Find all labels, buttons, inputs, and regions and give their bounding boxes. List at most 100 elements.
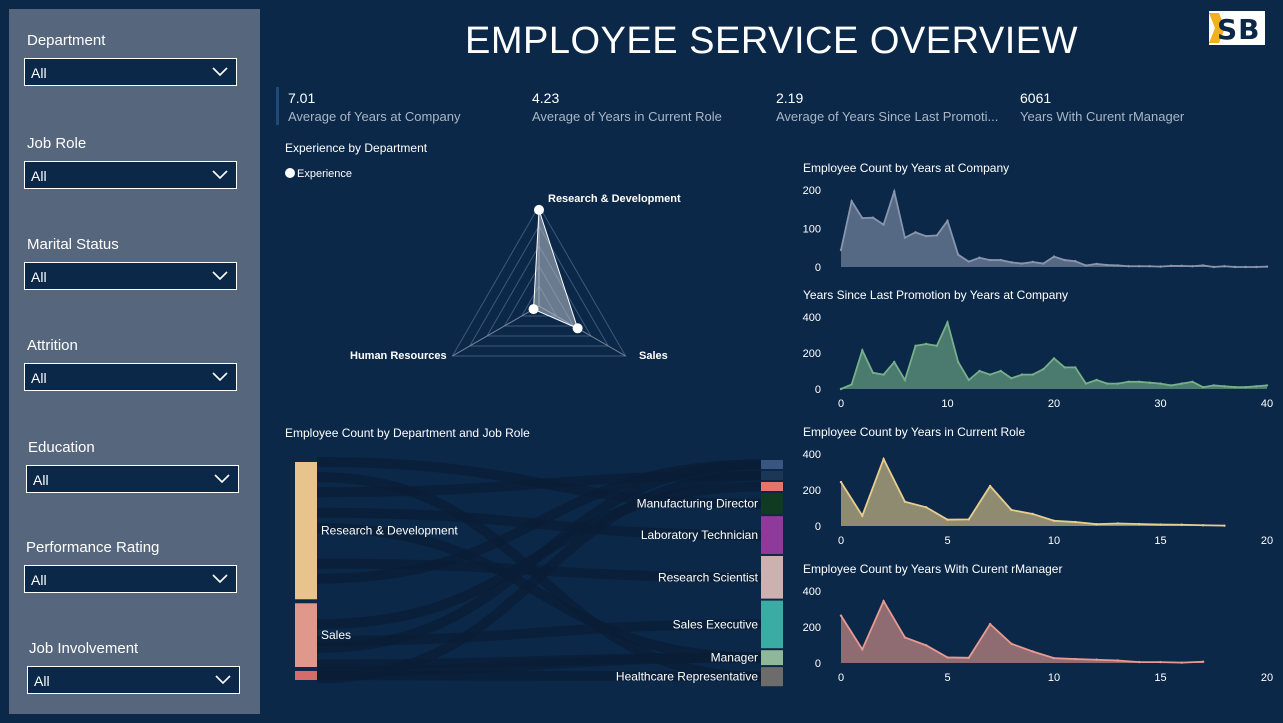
sankey-target-node[interactable] [761,650,783,666]
data-point[interactable] [1010,377,1013,380]
data-point[interactable] [882,599,885,603]
data-point[interactable] [1031,650,1034,653]
data-point[interactable] [935,344,939,347]
data-point[interactable] [1052,255,1056,258]
data-point[interactable] [1063,366,1066,369]
marital-status-dropdown[interactable]: All [24,262,237,290]
data-point[interactable] [914,344,917,347]
data-point[interactable] [1052,357,1056,360]
data-point[interactable] [1233,386,1237,389]
data-point[interactable] [1074,520,1077,524]
data-point[interactable] [1244,386,1247,389]
data-point[interactable] [1180,264,1183,268]
data-point[interactable] [861,648,864,651]
data-point[interactable] [1138,380,1141,383]
data-point[interactable] [1052,519,1056,522]
data-point[interactable] [967,656,970,659]
data-point[interactable] [839,248,843,252]
data-point[interactable] [1212,384,1215,387]
data-point[interactable] [999,258,1002,262]
data-point[interactable] [946,219,949,222]
data-point[interactable] [914,231,917,234]
data-point[interactable] [1255,265,1258,269]
sankey-source-node[interactable] [295,462,317,600]
sankey-target-node[interactable] [761,600,783,649]
data-point[interactable] [925,644,928,647]
data-point[interactable] [1191,380,1194,383]
data-point[interactable] [1180,523,1183,526]
data-point[interactable] [1106,382,1109,385]
data-point[interactable] [1095,378,1098,382]
data-point[interactable] [1084,264,1088,267]
data-point[interactable] [1265,384,1269,387]
data-point[interactable] [1265,265,1269,268]
data-point[interactable] [1031,373,1034,376]
data-point[interactable] [1180,661,1183,664]
sankey-target-node[interactable] [761,460,783,469]
radar-point[interactable] [572,323,583,334]
data-point[interactable] [925,506,928,509]
radar-point[interactable] [528,304,539,315]
data-point[interactable] [861,216,864,220]
data-point[interactable] [1159,660,1162,664]
data-point[interactable] [1201,386,1205,389]
data-point[interactable] [1201,660,1205,663]
data-point[interactable] [1138,522,1141,526]
data-point[interactable] [850,199,853,203]
data-point[interactable] [1169,264,1173,268]
data-point[interactable] [946,321,949,324]
data-point[interactable] [1042,368,1045,371]
data-point[interactable] [988,373,992,376]
job-role-dropdown[interactable]: All [24,161,237,189]
data-point[interactable] [1010,261,1013,264]
data-point[interactable] [903,636,907,639]
data-point[interactable] [903,236,907,239]
data-point[interactable] [967,378,970,382]
sankey-source-node[interactable] [295,603,317,667]
data-point[interactable] [1084,382,1088,385]
sankey-target-node[interactable] [761,667,783,687]
data-point[interactable] [1159,265,1162,268]
data-point[interactable] [1201,524,1205,527]
sankey-target-node[interactable] [761,471,783,480]
data-point[interactable] [882,223,885,226]
data-point[interactable] [871,371,875,374]
data-point[interactable] [1212,265,1215,269]
sankey-target-node[interactable] [761,555,783,599]
data-point[interactable] [1020,262,1024,265]
data-point[interactable] [1223,385,1226,388]
data-point[interactable] [1191,265,1194,268]
sankey-target-node[interactable] [761,482,783,491]
data-point[interactable] [1116,522,1120,525]
radar-point[interactable] [534,204,544,215]
data-point[interactable] [967,518,970,521]
data-point[interactable] [988,258,992,262]
data-point[interactable] [1042,262,1045,265]
data-point[interactable] [893,190,896,193]
data-point[interactable] [1148,381,1152,384]
data-point[interactable] [1031,260,1034,264]
data-point[interactable] [903,378,907,382]
data-point[interactable] [1138,265,1141,268]
data-point[interactable] [861,514,864,517]
data-point[interactable] [925,235,928,238]
data-point[interactable] [893,360,896,364]
data-point[interactable] [1106,263,1109,267]
data-point[interactable] [1116,659,1120,662]
data-point[interactable] [1010,508,1013,512]
data-point[interactable] [839,387,843,391]
data-point[interactable] [1095,523,1098,526]
data-point[interactable] [850,383,853,386]
data-point[interactable] [1223,265,1226,268]
data-point[interactable] [978,256,981,259]
data-point[interactable] [882,373,885,376]
data-point[interactable] [1138,660,1141,664]
data-point[interactable] [1223,524,1226,527]
data-point[interactable] [1095,262,1098,266]
data-point[interactable] [999,369,1002,373]
data-point[interactable] [882,457,885,461]
data-point[interactable] [925,342,928,346]
education-dropdown[interactable]: All [26,465,239,493]
data-point[interactable] [1201,264,1205,267]
data-point[interactable] [1127,380,1130,383]
